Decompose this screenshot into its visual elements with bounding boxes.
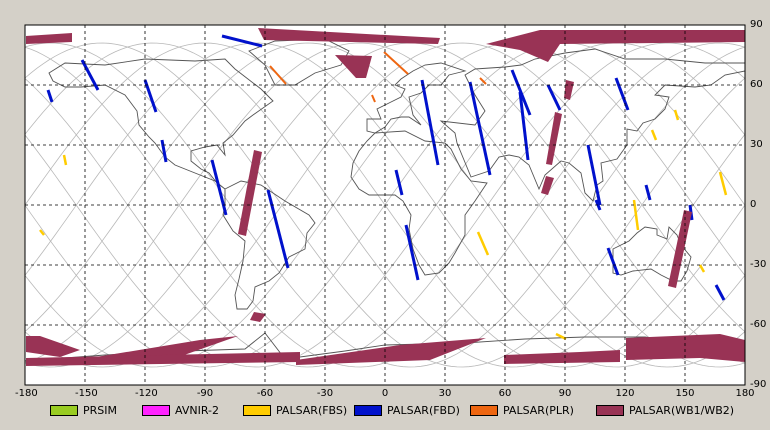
legend-swatch-palsar-fbd: [354, 404, 382, 416]
x-tick-label: -150: [75, 388, 98, 399]
fbd-swath: [714, 284, 726, 301]
fbs-swath: [62, 154, 68, 166]
legend-item-palsar-fbs: PALSAR(FBS): [243, 401, 347, 419]
fbs-swath: [476, 231, 490, 256]
y-tick-label: -60: [750, 319, 767, 330]
y-tick-label: 60: [750, 79, 763, 90]
x-tick-label: 120: [615, 388, 635, 399]
legend-label-palsar-plr: PALSAR(PLR): [503, 403, 574, 417]
fbs-swath: [650, 129, 658, 141]
legend-label-palsar-fbs: PALSAR(FBS): [276, 403, 348, 417]
wb-swath: [626, 334, 745, 362]
legend-label-palsar-fbd: PALSAR(FBD): [387, 403, 460, 417]
fbd-swath: [210, 159, 228, 216]
wb-swath: [250, 312, 266, 322]
fbs-swath: [698, 264, 706, 273]
legend-swatch-palsar-plr: [470, 404, 498, 416]
wb-swath: [26, 33, 72, 44]
fbd-swath: [404, 224, 420, 281]
plr-swath: [383, 51, 409, 75]
x-tick-label: 180: [735, 388, 755, 399]
x-tick-label: -60: [256, 388, 274, 399]
wb-swath: [258, 28, 440, 44]
wb-swath: [504, 350, 620, 364]
y-tick-label: -90: [750, 379, 767, 390]
observation-swaths: [26, 28, 745, 366]
legend-swatch-palsar-wb: [596, 404, 624, 416]
plr-swath: [479, 77, 487, 85]
wb-swath: [486, 30, 745, 62]
map-frame: [24, 24, 746, 386]
wb-swath: [668, 210, 692, 288]
legend-item-palsar-fbd: PALSAR(FBD): [354, 401, 460, 419]
y-tick-label: 90: [750, 19, 763, 30]
fbd-swath: [518, 91, 530, 161]
legend-swatch-avnir2: [142, 404, 170, 416]
coastline: [248, 38, 350, 86]
x-tick-label: 0: [381, 388, 389, 399]
coastline: [48, 58, 274, 190]
y-tick-label: 0: [750, 199, 757, 210]
wb-swath: [546, 112, 562, 165]
coastline: [612, 226, 692, 282]
wb-swath: [26, 336, 80, 357]
x-tick-label: -30: [316, 388, 334, 399]
fbd-swath: [221, 34, 263, 48]
x-tick-label: 30: [438, 388, 452, 399]
wb-swath: [238, 150, 262, 236]
x-tick-label: 90: [558, 388, 572, 399]
wb-swath: [335, 55, 372, 78]
legend-label-palsar-wb: PALSAR(WB1/WB2): [629, 403, 735, 417]
sensor-legend: PRSIM AVNIR-2 PALSAR(FBS) PALSAR(FBD) PA…: [0, 401, 770, 421]
fbd-swath: [394, 169, 404, 196]
plr-swath: [269, 65, 287, 85]
fbd-swath: [586, 144, 602, 206]
legend-swatch-palsar-fbs: [243, 404, 271, 416]
fbs-swath: [555, 332, 567, 341]
coastline: [439, 48, 746, 202]
y-tick-label: -30: [750, 259, 767, 270]
y-tick-label: 30: [750, 139, 763, 150]
coastline: [222, 180, 316, 310]
x-tick-label: -120: [135, 388, 158, 399]
wb-swath: [541, 176, 554, 195]
legend-label-avnir2: AVNIR-2: [175, 403, 219, 417]
x-tick-label: -90: [196, 388, 214, 399]
wb-swath: [296, 338, 486, 365]
wb-swath: [26, 352, 300, 366]
coastline: [366, 62, 467, 134]
fbd-swath: [80, 59, 100, 91]
fbd-swath: [468, 81, 492, 176]
fbs-swath: [718, 171, 728, 196]
fbd-swath: [606, 247, 620, 276]
legend-label-prsim: PRSIM: [83, 403, 117, 417]
legend-item-palsar-wb: PALSAR(WB1/WB2): [596, 401, 734, 419]
legend-item-prsim: PRSIM: [50, 401, 117, 419]
fbd-swath: [644, 184, 652, 201]
fbd-swath: [160, 139, 168, 163]
legend-item-avnir2: AVNIR-2: [142, 401, 219, 419]
legend-item-palsar-plr: PALSAR(PLR): [470, 401, 574, 419]
fbd-swath: [546, 84, 562, 111]
fbs-swath: [39, 229, 45, 236]
fbs-swath: [673, 109, 680, 121]
fbd-swath: [46, 89, 54, 103]
fbd-swath: [420, 79, 440, 166]
legend-swatch-prsim: [50, 404, 78, 416]
x-tick-label: 150: [675, 388, 695, 399]
fbd-swath: [266, 189, 290, 269]
plr-swath: [371, 94, 376, 103]
fbs-swath: [632, 199, 640, 231]
fbd-swath: [614, 77, 630, 111]
x-tick-label: -180: [15, 388, 38, 399]
x-tick-label: 60: [498, 388, 512, 399]
lat-lon-grid: [24, 24, 746, 386]
coastline: [350, 130, 488, 276]
